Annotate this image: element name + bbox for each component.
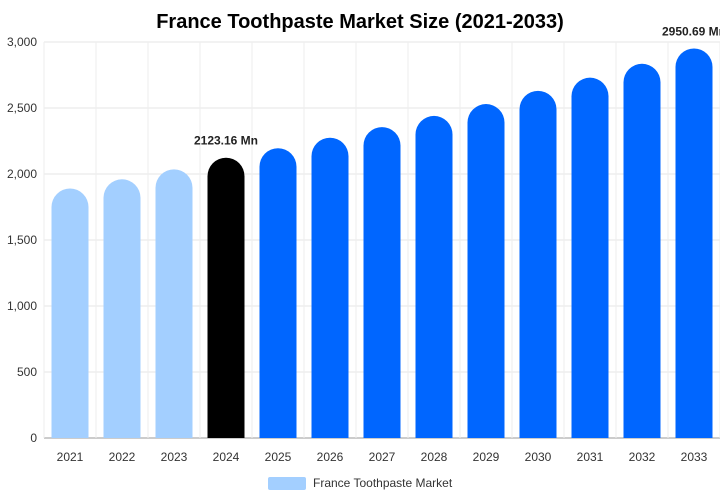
axes: 0 500 1,000 1,500 2,000 2,500 3,000 2021 2022 202… xyxy=(7,35,708,464)
data-labels: 2123.16 Mn 2950.69 Mn xyxy=(194,25,720,148)
chart-title: France Toothpaste Market Size (2021-2033… xyxy=(156,11,564,33)
bar-2033[interactable] xyxy=(675,48,713,439)
bar-2032[interactable] xyxy=(623,63,661,438)
y-tick-label: 0 xyxy=(30,431,37,445)
x-tick-label: 2027 xyxy=(369,450,396,464)
y-tick-label: 1,500 xyxy=(7,233,37,247)
x-tick-label: 2030 xyxy=(525,450,552,464)
bar-2028[interactable] xyxy=(415,115,453,439)
x-tick-label: 2031 xyxy=(577,450,604,464)
x-tick-label: 2021 xyxy=(57,450,84,464)
x-tick-label: 2026 xyxy=(317,450,344,464)
y-tick-label: 500 xyxy=(17,365,37,379)
bar-2030[interactable] xyxy=(519,90,557,438)
x-tick-label: 2022 xyxy=(109,450,136,464)
x-tick-label: 2023 xyxy=(161,450,188,464)
bar-2027[interactable] xyxy=(363,127,401,438)
y-tick-label: 2,500 xyxy=(7,101,37,115)
y-tick-label: 1,000 xyxy=(7,299,37,313)
bar-2023[interactable] xyxy=(155,169,193,438)
x-tick-label: 2033 xyxy=(681,450,708,464)
bars xyxy=(51,48,713,439)
x-tick-label: 2024 xyxy=(213,450,240,464)
bar-2024[interactable] xyxy=(207,157,245,439)
y-tick-label: 2,000 xyxy=(7,167,37,181)
y-tick-label: 3,000 xyxy=(7,35,37,49)
bar-2022[interactable] xyxy=(103,179,141,438)
bar-2026[interactable] xyxy=(311,137,349,438)
x-tick-label: 2028 xyxy=(421,450,448,464)
data-label-2024: 2123.16 Mn xyxy=(194,134,258,148)
legend[interactable]: France Toothpaste Market xyxy=(268,476,453,490)
legend-swatch xyxy=(268,477,306,490)
data-label-2033: 2950.69 Mn xyxy=(662,25,720,39)
legend-label: France Toothpaste Market xyxy=(313,476,453,490)
bar-2029[interactable] xyxy=(467,104,505,438)
bar-2031[interactable] xyxy=(571,77,609,438)
x-tick-label: 2029 xyxy=(473,450,500,464)
x-tick-label: 2032 xyxy=(629,450,656,464)
bar-2025[interactable] xyxy=(259,148,297,438)
bar-2021[interactable] xyxy=(51,188,89,438)
x-tick-label: 2025 xyxy=(265,450,292,464)
